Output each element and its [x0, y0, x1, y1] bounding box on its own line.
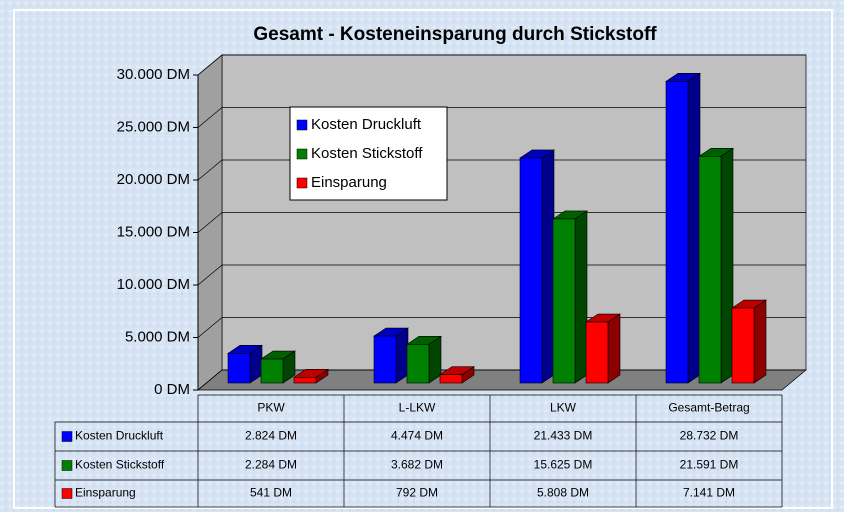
- legend-swatch: [296, 148, 308, 160]
- table-cell: 4.474 DM: [391, 429, 443, 443]
- bar-front: [373, 335, 397, 384]
- bar: [293, 368, 329, 384]
- bar: [698, 147, 734, 384]
- bar: [227, 344, 263, 384]
- legend-label: Einsparung: [311, 174, 387, 191]
- bar-side: [687, 72, 701, 384]
- table-cell: 792 DM: [396, 486, 438, 500]
- table-cell: 28.732 DM: [680, 429, 739, 443]
- bar: [406, 335, 442, 384]
- table-row-label: Kosten Stickstoff: [75, 458, 165, 472]
- x-tick-label: L-LKW: [399, 401, 436, 415]
- table-swatch: [61, 488, 73, 499]
- bar-side: [574, 210, 588, 384]
- bar: [731, 299, 767, 384]
- bar: [585, 313, 621, 384]
- table-cell: 541 DM: [250, 486, 292, 500]
- bar-front: [406, 344, 430, 384]
- table-swatch: [61, 431, 73, 442]
- bar-front: [260, 358, 284, 384]
- grid-line: [197, 107, 223, 128]
- bar: [665, 72, 701, 384]
- bar-front: [293, 377, 317, 384]
- table-cell: 5.808 DM: [537, 486, 589, 500]
- bar-side: [541, 149, 555, 384]
- legend-box: [289, 106, 448, 201]
- grid-line: [197, 317, 223, 338]
- bar-front: [552, 218, 576, 384]
- bar-front: [227, 353, 251, 384]
- bar: [260, 350, 296, 384]
- bar-side: [753, 299, 767, 384]
- y-tick-label: 30.000 DM: [117, 66, 190, 83]
- grid-line: [197, 369, 223, 391]
- x-tick-label: PKW: [257, 401, 285, 415]
- y-tick-label: 20.000 DM: [117, 171, 190, 188]
- bar: [552, 210, 588, 384]
- legend-swatch: [296, 119, 308, 131]
- y-tick-label: 10.000 DM: [117, 276, 190, 293]
- bar-side: [607, 313, 621, 384]
- grid-line: [197, 212, 223, 233]
- table-cell: 2.284 DM: [245, 458, 297, 472]
- chart-border: [13, 9, 833, 509]
- bar-side: [720, 147, 734, 384]
- table-swatch: [61, 460, 73, 471]
- y-tick-label: 0 DM: [154, 381, 190, 398]
- legend-swatch: [296, 177, 308, 189]
- table-cell: 15.625 DM: [534, 458, 593, 472]
- x-tick-label: Gesamt-Betrag: [668, 401, 749, 415]
- table-cell: 2.824 DM: [245, 429, 297, 443]
- table-row-label: Einsparung: [75, 486, 136, 500]
- bar-front: [519, 157, 543, 384]
- bar-front: [665, 81, 689, 384]
- bar-front: [731, 307, 755, 384]
- grid-line: [197, 159, 223, 181]
- y-tick-label: 25.000 DM: [117, 118, 190, 135]
- table-cell: 21.591 DM: [680, 458, 739, 472]
- bar: [439, 366, 475, 384]
- grid-line: [197, 54, 223, 76]
- table-cell: 3.682 DM: [391, 458, 443, 472]
- legend-label: Kosten Druckluft: [311, 116, 422, 133]
- bar: [519, 149, 555, 384]
- bar-front: [585, 321, 609, 384]
- y-tick-label: 15.000 DM: [117, 223, 190, 240]
- table-cell: 7.141 DM: [683, 486, 735, 500]
- bar-side: [395, 327, 409, 384]
- grid-line: [197, 264, 223, 286]
- chart-title: Gesamt - Kosteneinsparung durch Sticksto…: [253, 24, 657, 45]
- y-tick-label: 5.000 DM: [125, 328, 190, 345]
- table-cell: 21.433 DM: [534, 429, 593, 443]
- table-row-label: Kosten Druckluft: [75, 429, 164, 443]
- bar-front: [439, 374, 463, 384]
- x-tick-label: LKW: [550, 401, 577, 415]
- bar-front: [698, 155, 722, 384]
- bar: [373, 327, 409, 384]
- legend-label: Kosten Stickstoff: [311, 145, 423, 162]
